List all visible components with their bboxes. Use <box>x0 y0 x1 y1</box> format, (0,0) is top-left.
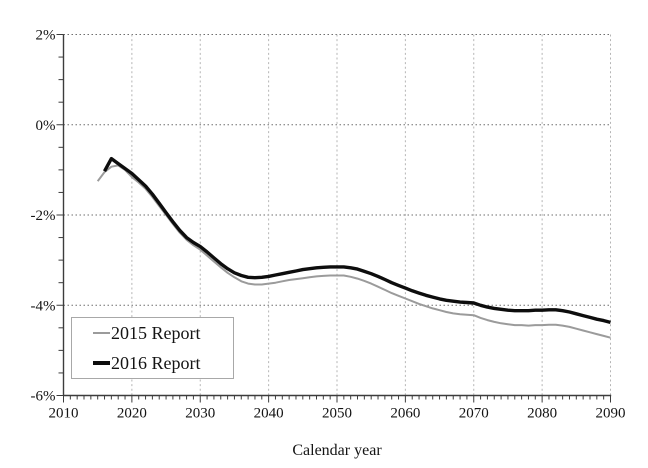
x-tick-label: 2060 <box>390 406 420 422</box>
y-tick-label: 2% <box>36 28 56 44</box>
y-tick-label: -6% <box>31 389 56 405</box>
legend-label-2015: 2015 Report <box>111 323 201 343</box>
x-tick-label: 2080 <box>527 406 557 422</box>
x-tick-label: 2050 <box>322 406 352 422</box>
legend-item-2015-report: 2015 Report <box>93 322 233 344</box>
y-tick-label: 0% <box>36 118 56 134</box>
x-tick-label: 2070 <box>459 406 489 422</box>
x-axis-title: Calendar year <box>292 442 382 459</box>
y-tick-label: -2% <box>31 208 56 224</box>
y-tick-label: -4% <box>31 298 56 314</box>
legend-label-2016: 2016 Report <box>111 353 201 373</box>
legend: 2015 Report 2016 Report <box>71 317 234 379</box>
x-tick-label: 2040 <box>254 406 284 422</box>
series-line-2016-report <box>103 156 611 325</box>
x-tick-label: 2010 <box>49 406 79 422</box>
x-tick-label: 2020 <box>117 406 147 422</box>
legend-line-sample-2016 <box>93 361 110 365</box>
legend-item-2016-report: 2016 Report <box>93 352 233 374</box>
x-tick-label: 2090 <box>596 406 626 422</box>
legend-line-sample-2015 <box>93 332 110 334</box>
x-tick-label: 2030 <box>185 406 215 422</box>
